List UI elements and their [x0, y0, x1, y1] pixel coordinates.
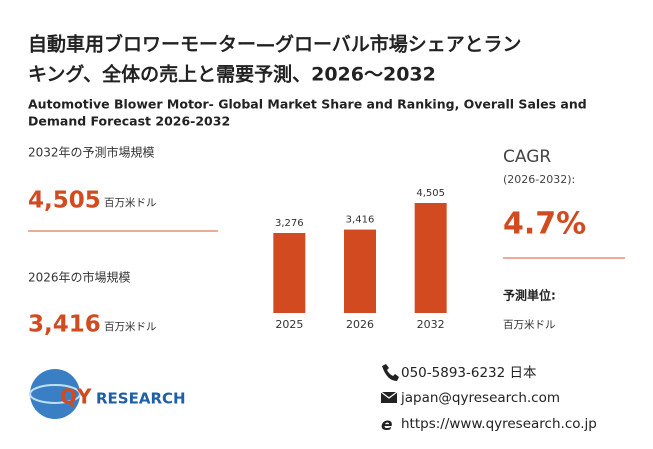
- logo-text: RESEARCH: [96, 390, 186, 408]
- subtitle: Automotive Blower Motor- Global Market S…: [28, 97, 587, 112]
- bar: [414, 203, 447, 313]
- website[interactable]: https://www.qyresearch.co.jp: [401, 416, 597, 432]
- unit-label: 予測単位:: [503, 288, 556, 303]
- value-label: 3,276: [275, 218, 304, 229]
- x-tick-label: 2025: [275, 318, 303, 331]
- cagr-label: CAGR: [503, 147, 551, 167]
- x-tick-label: 2026: [346, 318, 374, 331]
- title: キング、全体の売上と需要予測、2026～2032: [28, 63, 436, 86]
- bar: [273, 233, 306, 313]
- unit-value: 百万米ドル: [503, 318, 556, 331]
- value-label: 3,416: [346, 215, 375, 226]
- cagr-period: (2026-2032):: [503, 173, 575, 186]
- value-label: 4,505: [416, 188, 445, 199]
- stat-unit: 百万米ドル: [104, 320, 157, 333]
- mail-icon: [380, 391, 398, 399]
- web-icon: e: [381, 415, 393, 435]
- logo-text: QY: [60, 385, 92, 409]
- phone-icon: [382, 364, 399, 381]
- title: 自動車用ブロワーモーター—グローバル市場シェアとラン: [28, 33, 521, 56]
- logo-globe: [30, 369, 80, 419]
- x-tick-label: 2032: [417, 318, 445, 331]
- logo: QY RESEARCH: [29, 369, 186, 419]
- bar-chart: 3,276 2025 3,416 2026 4,505 2032: [273, 188, 447, 331]
- stat-unit: 百万米ドル: [104, 196, 157, 209]
- stat-label: 2032年の予測市場規模: [28, 145, 155, 160]
- email: japan@qyresearch.com: [400, 390, 560, 406]
- bar: [344, 229, 376, 313]
- cagr-value: 4.7%: [503, 207, 586, 242]
- stat-label: 2026年の市場規模: [28, 270, 131, 285]
- stat-value: 3,416: [28, 312, 101, 338]
- phone: 050-5893-6232 日本: [401, 365, 537, 381]
- logo-ring: [29, 384, 81, 404]
- subtitle: Demand Forecast 2026-2032: [28, 114, 230, 129]
- stat-value: 4,505: [28, 188, 101, 214]
